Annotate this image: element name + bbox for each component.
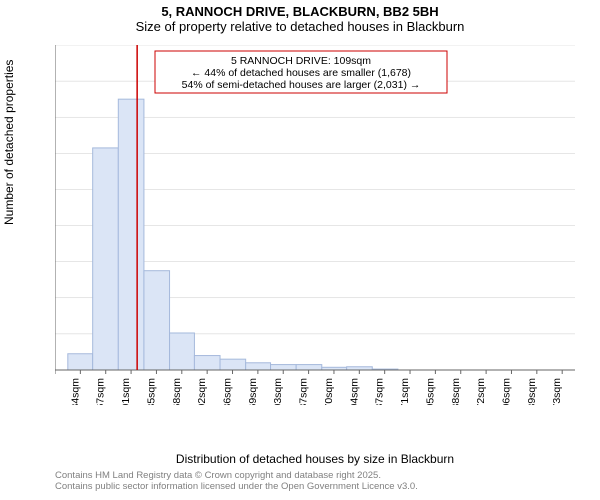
svg-text:303sqm: 303sqm xyxy=(272,378,284,405)
svg-text:471sqm: 471sqm xyxy=(399,378,411,405)
histogram-svg: 0200400600800100012001400160018000sqm34s… xyxy=(55,45,575,405)
svg-text:337sqm: 337sqm xyxy=(298,378,310,405)
svg-text:673sqm: 673sqm xyxy=(551,378,563,405)
svg-text:370sqm: 370sqm xyxy=(323,378,335,405)
svg-text:101sqm: 101sqm xyxy=(120,378,132,405)
attribution-text: Contains HM Land Registry data © Crown c… xyxy=(55,470,418,493)
svg-text:67sqm: 67sqm xyxy=(95,378,107,405)
svg-text:572sqm: 572sqm xyxy=(475,378,487,405)
title-block: 5, RANNOCH DRIVE, BLACKBURN, BB2 5BH Siz… xyxy=(0,0,600,34)
svg-text:437sqm: 437sqm xyxy=(374,378,386,405)
svg-text:168sqm: 168sqm xyxy=(171,378,183,405)
svg-text:269sqm: 269sqm xyxy=(247,378,259,405)
svg-text:202sqm: 202sqm xyxy=(196,378,208,405)
attribution-line2: Contains public sector information licen… xyxy=(55,481,418,492)
svg-text:34sqm: 34sqm xyxy=(69,378,81,405)
svg-text:538sqm: 538sqm xyxy=(450,378,462,405)
svg-text:54% of semi-detached houses ar: 54% of semi-detached houses are larger (… xyxy=(182,79,421,91)
svg-text:135sqm: 135sqm xyxy=(145,378,157,405)
svg-text:5 RANNOCH DRIVE: 109sqm: 5 RANNOCH DRIVE: 109sqm xyxy=(231,55,371,67)
y-axis-label: Number of detached properties xyxy=(2,60,16,225)
svg-text:0sqm: 0sqm xyxy=(55,378,56,404)
attribution-line1: Contains HM Land Registry data © Crown c… xyxy=(55,470,418,481)
chart-container: 5, RANNOCH DRIVE, BLACKBURN, BB2 5BH Siz… xyxy=(0,0,600,500)
svg-text:404sqm: 404sqm xyxy=(348,378,360,405)
x-axis-label: Distribution of detached houses by size … xyxy=(55,452,575,466)
plot-area: 0200400600800100012001400160018000sqm34s… xyxy=(55,45,575,405)
svg-text:← 44% of detached houses are s: ← 44% of detached houses are smaller (1,… xyxy=(191,67,411,79)
svg-text:639sqm: 639sqm xyxy=(526,378,538,405)
subtitle: Size of property relative to detached ho… xyxy=(0,19,600,34)
svg-text:505sqm: 505sqm xyxy=(424,378,436,405)
title-line1: 5, RANNOCH DRIVE, BLACKBURN, BB2 5BH xyxy=(0,4,600,19)
svg-text:606sqm: 606sqm xyxy=(500,378,512,405)
svg-text:236sqm: 236sqm xyxy=(222,378,234,405)
